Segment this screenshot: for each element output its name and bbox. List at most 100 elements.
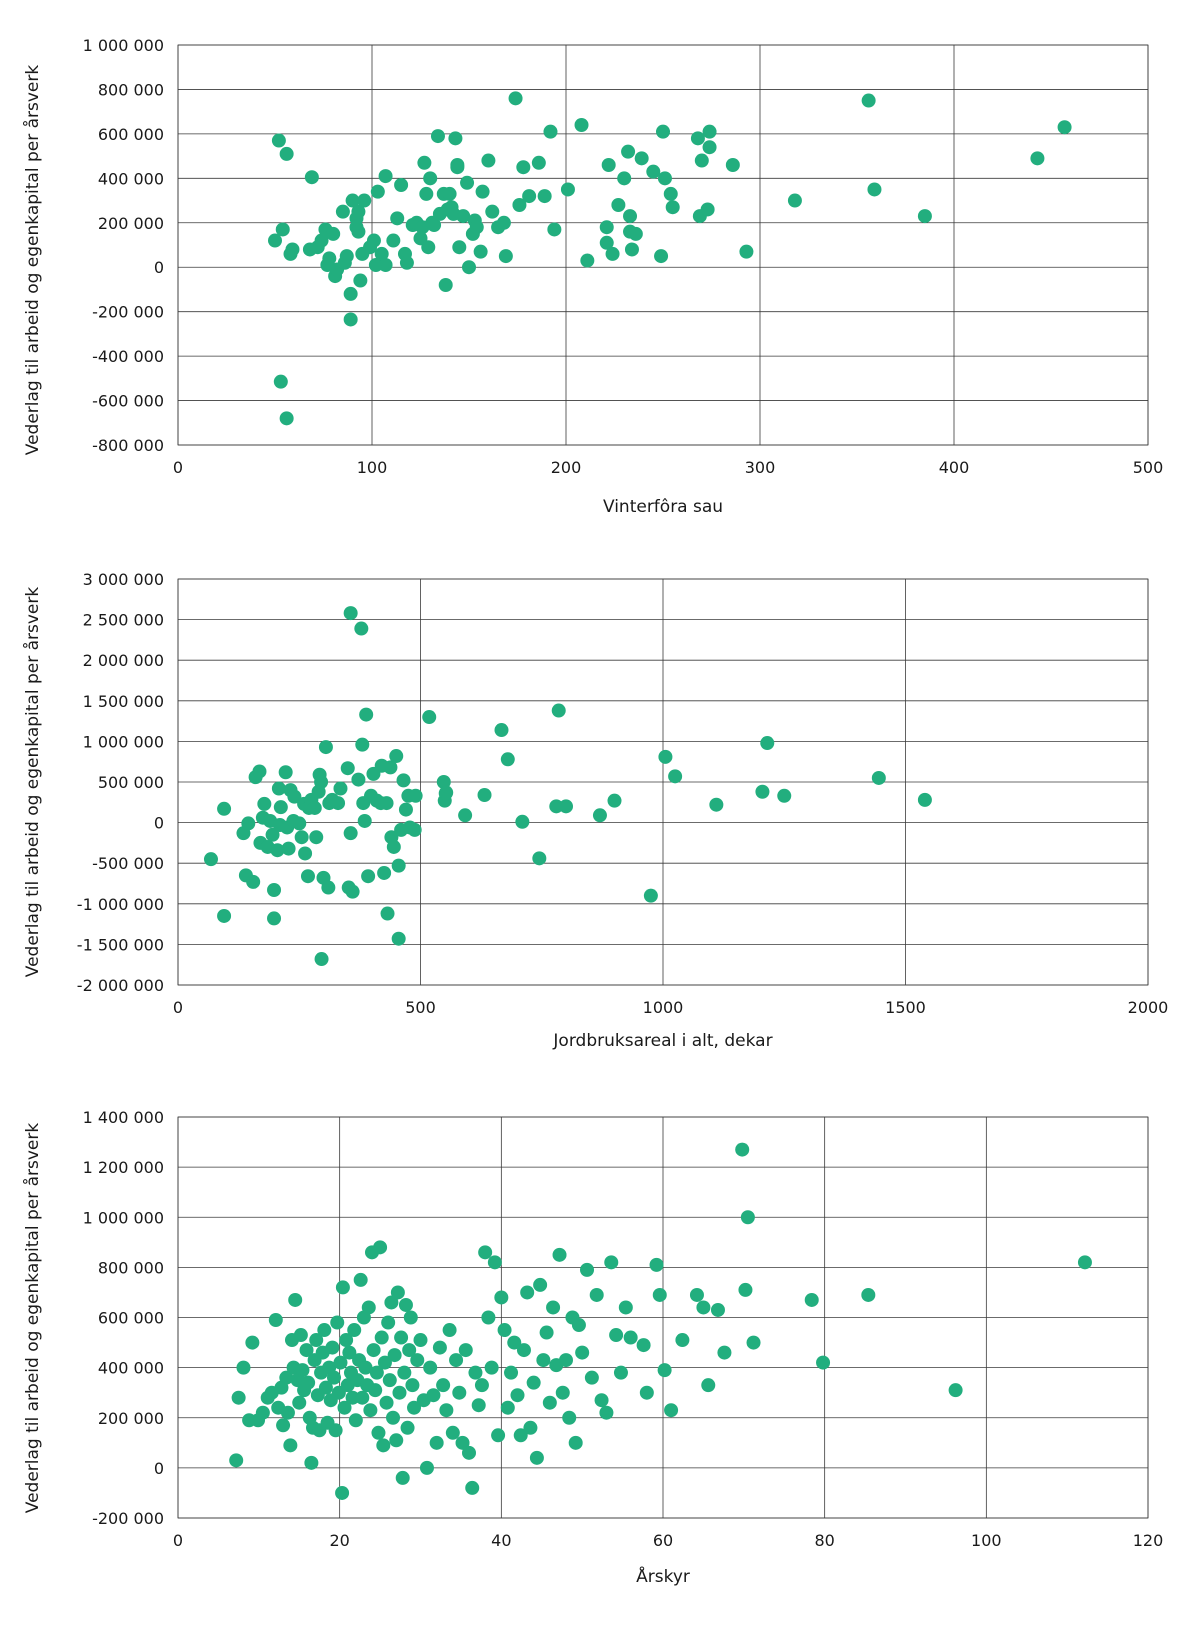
data-point xyxy=(358,1360,373,1375)
data-point xyxy=(547,222,562,237)
data-point xyxy=(462,1445,476,1460)
data-point xyxy=(917,792,932,807)
data-point xyxy=(292,1395,307,1410)
data-point xyxy=(948,1383,963,1398)
data-point xyxy=(361,869,376,884)
data-point xyxy=(369,1365,384,1380)
data-point xyxy=(523,1420,538,1435)
y-tick-label: 600 000 xyxy=(98,125,164,144)
data-point xyxy=(546,1300,561,1315)
data-point xyxy=(465,1480,480,1495)
data-point xyxy=(816,1355,831,1370)
data-point xyxy=(267,882,282,897)
data-point xyxy=(390,211,405,226)
data-point xyxy=(273,800,288,815)
data-point xyxy=(423,1360,438,1375)
data-point xyxy=(279,1370,294,1385)
data-point xyxy=(481,153,496,168)
data-point xyxy=(445,1425,460,1440)
data-points xyxy=(203,606,932,967)
data-point xyxy=(229,1453,244,1468)
x-tick-label: 400 xyxy=(939,458,970,477)
y-tick-label: -500 000 xyxy=(92,854,164,873)
data-point xyxy=(450,158,465,172)
data-point xyxy=(462,260,476,275)
data-point xyxy=(351,772,366,787)
data-point xyxy=(474,1378,489,1393)
data-point xyxy=(485,204,500,219)
data-point xyxy=(371,1425,386,1440)
x-tick-label: 500 xyxy=(405,998,436,1017)
data-point xyxy=(245,1335,260,1350)
data-point xyxy=(301,1375,316,1390)
data-point xyxy=(804,1292,819,1307)
data-point xyxy=(617,171,632,186)
data-point xyxy=(377,1355,392,1370)
data-point xyxy=(607,793,622,808)
data-point xyxy=(710,1302,725,1317)
data-point xyxy=(343,312,358,327)
data-point xyxy=(739,244,754,259)
data-point xyxy=(345,884,360,899)
x-axis-title: Jordbruksareal i alt, dekar xyxy=(552,1031,772,1051)
data-point xyxy=(333,781,348,796)
data-point xyxy=(725,158,740,172)
data-point xyxy=(386,839,401,854)
data-point xyxy=(422,710,437,725)
y-tick-label: 0 xyxy=(154,814,164,833)
grid xyxy=(177,1116,1149,1519)
data-point xyxy=(601,158,616,172)
data-point xyxy=(589,1287,604,1302)
data-point xyxy=(295,1363,310,1378)
data-point xyxy=(354,621,369,636)
data-point xyxy=(507,1335,522,1350)
data-point xyxy=(252,764,267,779)
data-point xyxy=(649,1257,664,1272)
data-point xyxy=(408,788,423,803)
data-point xyxy=(536,1353,551,1368)
data-point xyxy=(347,1323,362,1338)
y-axis-title: Vederlag til arbeid og egenkapital per å… xyxy=(22,587,43,978)
data-point xyxy=(709,797,724,812)
data-point xyxy=(394,178,409,192)
data-point xyxy=(285,242,300,257)
data-point xyxy=(379,796,394,811)
data-point xyxy=(452,240,467,255)
data-point xyxy=(917,209,932,224)
data-point xyxy=(257,796,272,811)
data-point xyxy=(634,151,649,166)
data-point xyxy=(543,124,558,139)
data-point xyxy=(343,826,358,841)
data-point xyxy=(355,737,370,752)
x-axis-title: Årskyr xyxy=(636,1565,690,1587)
data-point xyxy=(497,1323,512,1338)
data-point xyxy=(318,740,333,755)
data-point xyxy=(755,784,770,799)
data-point xyxy=(327,1370,342,1385)
data-point xyxy=(403,1310,418,1325)
data-point xyxy=(426,1388,441,1403)
data-point xyxy=(391,858,406,873)
data-point xyxy=(471,1398,486,1413)
data-point xyxy=(654,249,669,264)
y-tick-label: -200 000 xyxy=(92,303,164,322)
data-point xyxy=(281,841,296,856)
y-tick-label: -200 000 xyxy=(92,1509,164,1528)
data-point xyxy=(740,1210,755,1225)
data-point xyxy=(345,193,360,208)
data-point xyxy=(1030,151,1045,166)
data-point xyxy=(353,1272,368,1287)
data-point xyxy=(268,1313,283,1328)
data-point xyxy=(639,1385,654,1400)
data-point xyxy=(314,233,329,248)
data-point xyxy=(293,1328,308,1343)
data-point xyxy=(366,1343,381,1358)
data-point xyxy=(439,1403,454,1418)
data-point xyxy=(378,258,393,272)
y-tick-label: 0 xyxy=(154,1459,164,1478)
data-point xyxy=(314,952,329,967)
data-point xyxy=(246,874,261,889)
data-point xyxy=(478,1245,493,1260)
data-point xyxy=(656,124,670,139)
y-tick-label: 2 500 000 xyxy=(83,611,164,630)
